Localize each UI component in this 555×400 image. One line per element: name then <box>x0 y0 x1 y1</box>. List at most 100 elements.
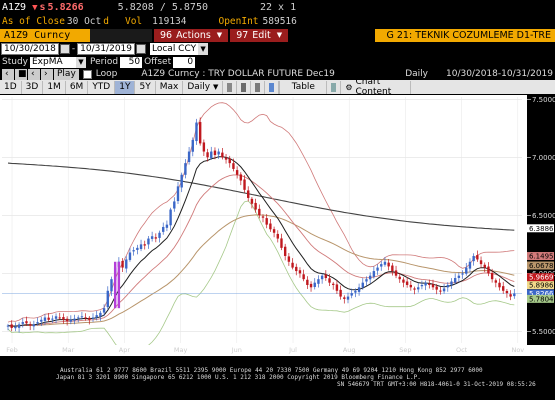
candle-body <box>402 279 405 283</box>
period-field[interactable]: 50 <box>120 56 143 68</box>
lower-band-line <box>7 200 515 354</box>
candle-body <box>99 312 102 317</box>
zoom-icon[interactable] <box>223 80 238 94</box>
candle-body <box>509 294 512 297</box>
period-1y-button[interactable]: 1Y <box>115 80 136 94</box>
candle-body <box>365 279 368 282</box>
candle-body <box>110 279 113 292</box>
rewind-button[interactable]: ‹ <box>2 68 14 80</box>
candle-body <box>431 284 435 288</box>
actions-menu-button[interactable]: 96 Actions ▼ <box>154 28 229 42</box>
candle-body <box>180 174 183 188</box>
candle-body <box>235 170 239 175</box>
play-button[interactable]: Play <box>54 68 79 80</box>
candle-body <box>58 317 61 319</box>
chart-style-icon[interactable] <box>237 80 252 94</box>
candle-body <box>295 266 298 272</box>
date-range-bar: 10/30/2018 - 10/31/2019 Local CCY ▼ <box>0 42 555 56</box>
end-date-field[interactable]: 10/31/2019 <box>77 43 135 55</box>
price-label-tag: 5.8986 <box>527 281 554 290</box>
price-label-tag: 5.7804 <box>527 294 554 303</box>
period-ytd-button[interactable]: YTD <box>88 80 116 94</box>
loop-checkbox[interactable] <box>82 69 92 79</box>
candle-body <box>224 157 228 160</box>
candle-body <box>346 296 350 300</box>
candle-body <box>302 274 305 280</box>
chevron-down-icon: ▼ <box>276 31 283 39</box>
currency-select[interactable]: Local CCY <box>150 43 199 55</box>
candle-body <box>320 275 324 280</box>
candle-body <box>420 284 424 287</box>
candle-body <box>287 256 291 262</box>
period-1d-button[interactable]: 1D <box>0 80 22 94</box>
period-3d-button[interactable]: 3D <box>22 80 44 94</box>
security-bar: A1Z9 Curncy 96 Actions ▼ 97 Edit ▼ G 21:… <box>0 28 555 42</box>
bid-ask-size: 22 x 1 <box>259 2 297 13</box>
x-tick-label: Jun <box>231 346 242 354</box>
candle-body <box>424 282 427 286</box>
chart-icon[interactable] <box>327 80 342 94</box>
chart-content-button[interactable]: ⚙ Chart Content <box>341 77 412 97</box>
x-tick-label: Oct <box>456 346 468 354</box>
candle-body <box>324 274 328 279</box>
prev-button[interactable]: ‹ <box>28 68 40 80</box>
actions-label: Actions <box>176 29 211 41</box>
crosshair-icon[interactable] <box>251 80 266 94</box>
security-input[interactable]: A1Z9 Curncy <box>0 28 90 42</box>
edit-menu-number: 97 <box>236 29 249 41</box>
candle-body <box>428 283 431 285</box>
chart-toolbar: 1D 3D 1M 6M YTD 1Y 5Y Max Daily ▼ Table … <box>0 77 555 97</box>
candle-body <box>51 318 54 320</box>
start-date-field[interactable]: 10/30/2018 <box>1 43 59 55</box>
period-6m-button[interactable]: 6M <box>66 80 89 94</box>
stop-button[interactable]: ■ <box>15 68 27 80</box>
frequency-select[interactable]: Daily ▼ <box>183 80 224 94</box>
calendar-icon[interactable] <box>59 44 70 54</box>
price-label-box <box>527 261 554 270</box>
candle-body <box>339 289 342 297</box>
table-button[interactable]: Table <box>279 80 328 94</box>
candle-body <box>47 317 50 320</box>
candle-body <box>206 152 209 158</box>
candle-body <box>36 322 39 324</box>
command-line[interactable] <box>90 28 152 42</box>
layout-icon[interactable] <box>265 80 280 94</box>
upper-band-line <box>7 102 515 323</box>
study-select[interactable]: ExpMA <box>30 56 76 68</box>
down-arrow-icon: ▼ <box>32 2 38 13</box>
candle-body <box>361 282 364 288</box>
chevron-down-icon[interactable]: ▼ <box>198 43 209 55</box>
edit-menu-button[interactable]: 97 Edit ▼ <box>230 28 289 42</box>
period-5y-button[interactable]: 5Y <box>135 80 156 94</box>
candle-body <box>468 261 472 269</box>
candle-body <box>239 174 243 181</box>
close-label: As of Close <box>2 15 65 27</box>
candle-body <box>132 250 135 252</box>
chevron-down-icon[interactable]: ▼ <box>76 56 86 68</box>
period-1m-button[interactable]: 1M <box>43 80 66 94</box>
candle-body <box>398 276 401 280</box>
candle-body <box>54 316 58 319</box>
candle-body <box>383 261 387 265</box>
period-max-button[interactable]: Max <box>156 80 184 94</box>
offset-field[interactable]: 0 <box>173 56 196 68</box>
candle-body <box>191 139 194 152</box>
candle-body <box>143 244 146 246</box>
x-tick-label: May <box>174 346 188 354</box>
candle-body <box>32 324 36 327</box>
candle-body <box>380 264 383 267</box>
x-axis-band <box>0 345 555 356</box>
frequency-label: Daily <box>405 69 428 79</box>
candle-body <box>173 201 176 209</box>
frequency-range: 10/30/2018-10/31/2019 <box>446 69 553 79</box>
candle-body <box>102 308 106 313</box>
candle-body <box>210 151 213 159</box>
candle-body <box>442 288 446 292</box>
next-button[interactable]: › <box>41 68 53 80</box>
calendar-icon[interactable] <box>136 44 146 54</box>
candle-body <box>25 321 28 324</box>
price-label-text: 6.3886 <box>529 225 554 233</box>
candle-body <box>195 122 198 142</box>
footer-panel <box>0 356 555 400</box>
